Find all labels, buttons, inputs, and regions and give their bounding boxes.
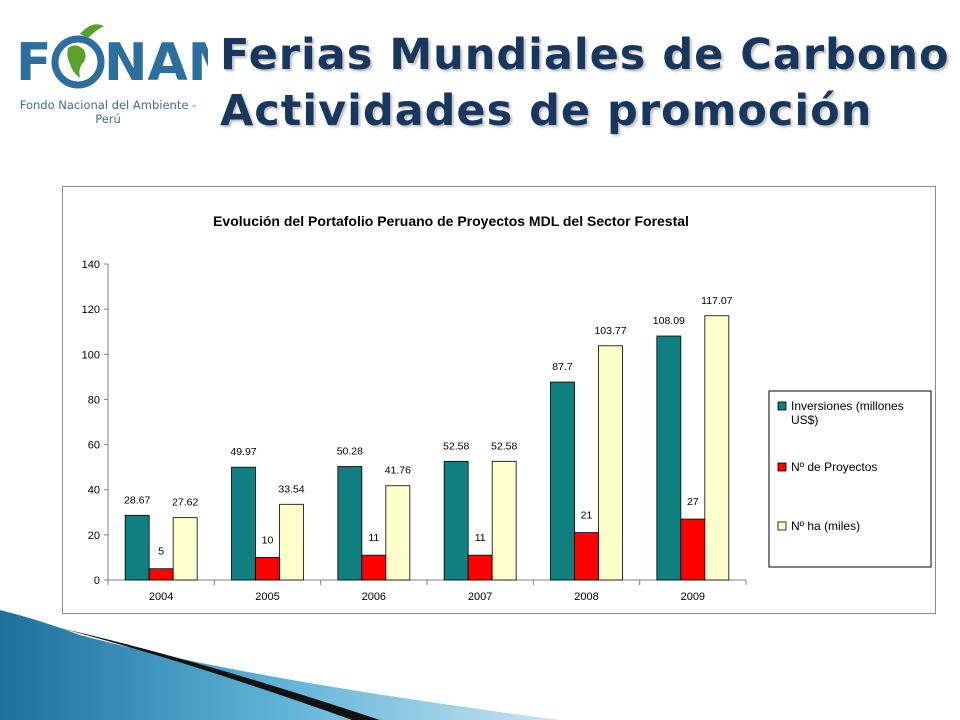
data-label: 50.28 xyxy=(337,446,363,458)
data-label: 87.7 xyxy=(552,361,573,373)
data-label: 103.77 xyxy=(594,325,626,337)
x-tick-label: 2009 xyxy=(681,591,705,603)
data-label: 33.54 xyxy=(278,483,304,495)
data-label: 28.67 xyxy=(124,494,150,506)
bar-nº-2006 xyxy=(385,485,411,581)
slide-title-line-1: Ferias Mundiales de Carbono xyxy=(220,30,950,80)
bar-inversiones-2007 xyxy=(443,460,469,581)
data-label: 11 xyxy=(368,532,379,544)
y-tick-label: 100 xyxy=(82,349,100,361)
legend-label: Nº ha (miles) xyxy=(791,519,860,533)
data-label: 108.09 xyxy=(653,315,685,327)
x-tick-label: 2005 xyxy=(255,591,279,603)
legend-swatch xyxy=(777,401,787,411)
y-tick-label: 60 xyxy=(88,440,100,452)
data-label: 21 xyxy=(581,510,593,522)
y-tick-label: 80 xyxy=(88,394,100,406)
bar-nº-2007 xyxy=(491,460,517,581)
bar-nº-2004 xyxy=(148,568,174,581)
bar-inversiones-2008 xyxy=(550,381,575,581)
legend-swatch xyxy=(777,462,787,472)
data-label: 52.58 xyxy=(443,440,469,452)
x-tick-label: 2004 xyxy=(149,591,173,603)
globe-icon xyxy=(51,24,105,89)
chart-title: Evolución del Portafolio Peruano de Proy… xyxy=(213,213,689,229)
bar-chart: Evolución del Portafolio Peruano de Proy… xyxy=(82,213,932,603)
bar-nº-2005 xyxy=(279,503,304,581)
x-tick-label: 2007 xyxy=(468,591,492,603)
data-label: 27 xyxy=(687,496,699,508)
data-label: 27.62 xyxy=(172,497,198,509)
bar-nº-2008 xyxy=(574,532,599,581)
bar-inversiones-2005 xyxy=(231,466,256,581)
fonam-logo: F NAM Fondo Nacional del Ambiente - Perú xyxy=(8,12,240,126)
bar-nº-2008 xyxy=(598,345,623,581)
legend-label: Nº de Proyectos xyxy=(791,460,877,474)
data-label: 5 xyxy=(158,546,164,558)
y-tick-label: 120 xyxy=(82,304,100,316)
y-tick-label: 40 xyxy=(88,485,100,497)
x-tick-label: 2008 xyxy=(574,591,598,603)
legend-label: Inversiones (millones US$) xyxy=(791,399,904,427)
data-label: 11 xyxy=(475,532,486,544)
svg-text:F: F xyxy=(16,33,52,93)
bar-nº-2009 xyxy=(704,315,730,581)
svg-text:NAM: NAM xyxy=(104,33,208,93)
chart-frame: Evolución del Portafolio Peruano de Proy… xyxy=(62,186,936,614)
bar-nº-2007 xyxy=(467,554,493,581)
bar-inversiones-2009 xyxy=(656,335,682,581)
legend-box xyxy=(768,390,932,568)
bar-nº-2004 xyxy=(172,517,198,581)
data-label: 10 xyxy=(262,534,274,546)
data-label: 52.58 xyxy=(491,440,517,452)
legend-swatch xyxy=(777,521,787,531)
y-tick-label: 0 xyxy=(94,575,100,587)
data-label: 117.07 xyxy=(701,295,732,307)
bar-inversiones-2004 xyxy=(124,514,150,581)
y-tick-label: 140 xyxy=(82,259,100,271)
logo-subtitle: Fondo Nacional del Ambiente - Perú xyxy=(19,98,197,126)
footer-decoration xyxy=(0,610,560,720)
bar-nº-2006 xyxy=(361,554,387,581)
x-tick-label: 2006 xyxy=(362,591,386,603)
slide-title-line-2: Actividades de promoción xyxy=(220,86,873,136)
bar-nº-2005 xyxy=(255,557,280,581)
bar-nº-2009 xyxy=(680,518,706,581)
data-label: 49.97 xyxy=(230,446,256,458)
y-tick-label: 20 xyxy=(88,530,100,542)
data-label: 41.76 xyxy=(385,465,411,477)
bar-inversiones-2006 xyxy=(337,466,363,581)
